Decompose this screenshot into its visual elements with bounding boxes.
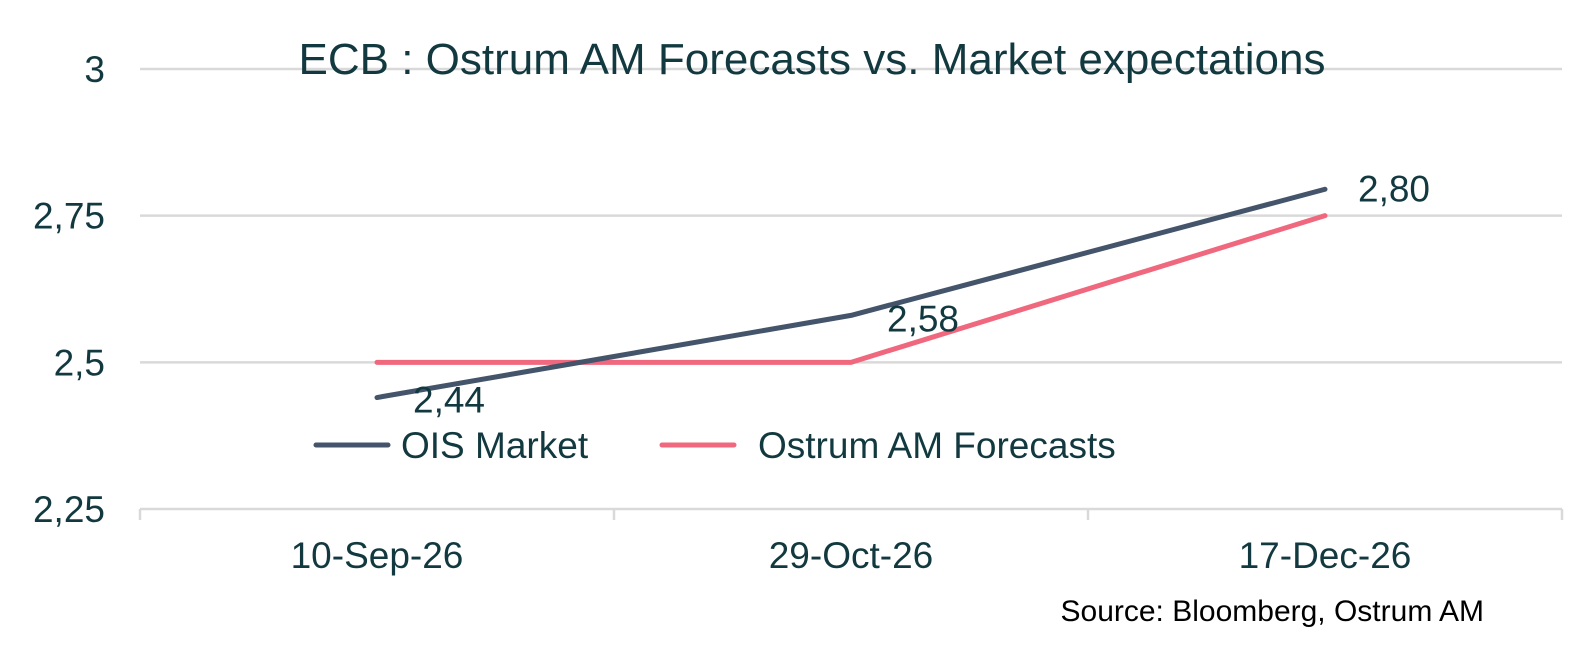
series-line-ois-market	[374, 186, 1328, 401]
x-axis-tick-labels: 10-Sep-26 29-Oct-26 17-Dec-26	[291, 535, 1412, 576]
gridlines	[140, 67, 1562, 364]
legend-label: Ostrum AM Forecasts	[758, 425, 1116, 466]
chart-title: ECB : Ostrum AM Forecasts vs. Market exp…	[299, 35, 1326, 84]
data-label: 2,80	[1358, 168, 1430, 209]
x-tick-label: 10-Sep-26	[291, 535, 464, 576]
y-tick-label: 2,5	[54, 342, 105, 383]
y-tick-label: 3	[84, 49, 105, 90]
legend-label: OIS Market	[401, 425, 589, 466]
series-lines	[374, 186, 1328, 401]
y-tick-label: 2,25	[33, 489, 105, 530]
y-tick-label: 2,75	[33, 196, 105, 237]
x-axis	[138, 507, 1564, 520]
series-line-ostrum-forecasts	[374, 213, 1328, 365]
y-axis-tick-labels: 2,25 2,5 2,75 3	[33, 49, 105, 530]
legend: OIS Market Ostrum AM Forecasts	[313, 425, 1116, 466]
data-label: 2,58	[887, 298, 959, 339]
x-tick-label: 29-Oct-26	[769, 535, 934, 576]
source-note: Source: Bloomberg, Ostrum AM	[1061, 595, 1485, 628]
data-labels: 2,44 2,58 2,80	[413, 168, 1430, 420]
x-tick-label: 17-Dec-26	[1239, 535, 1412, 576]
data-label: 2,44	[413, 380, 485, 421]
